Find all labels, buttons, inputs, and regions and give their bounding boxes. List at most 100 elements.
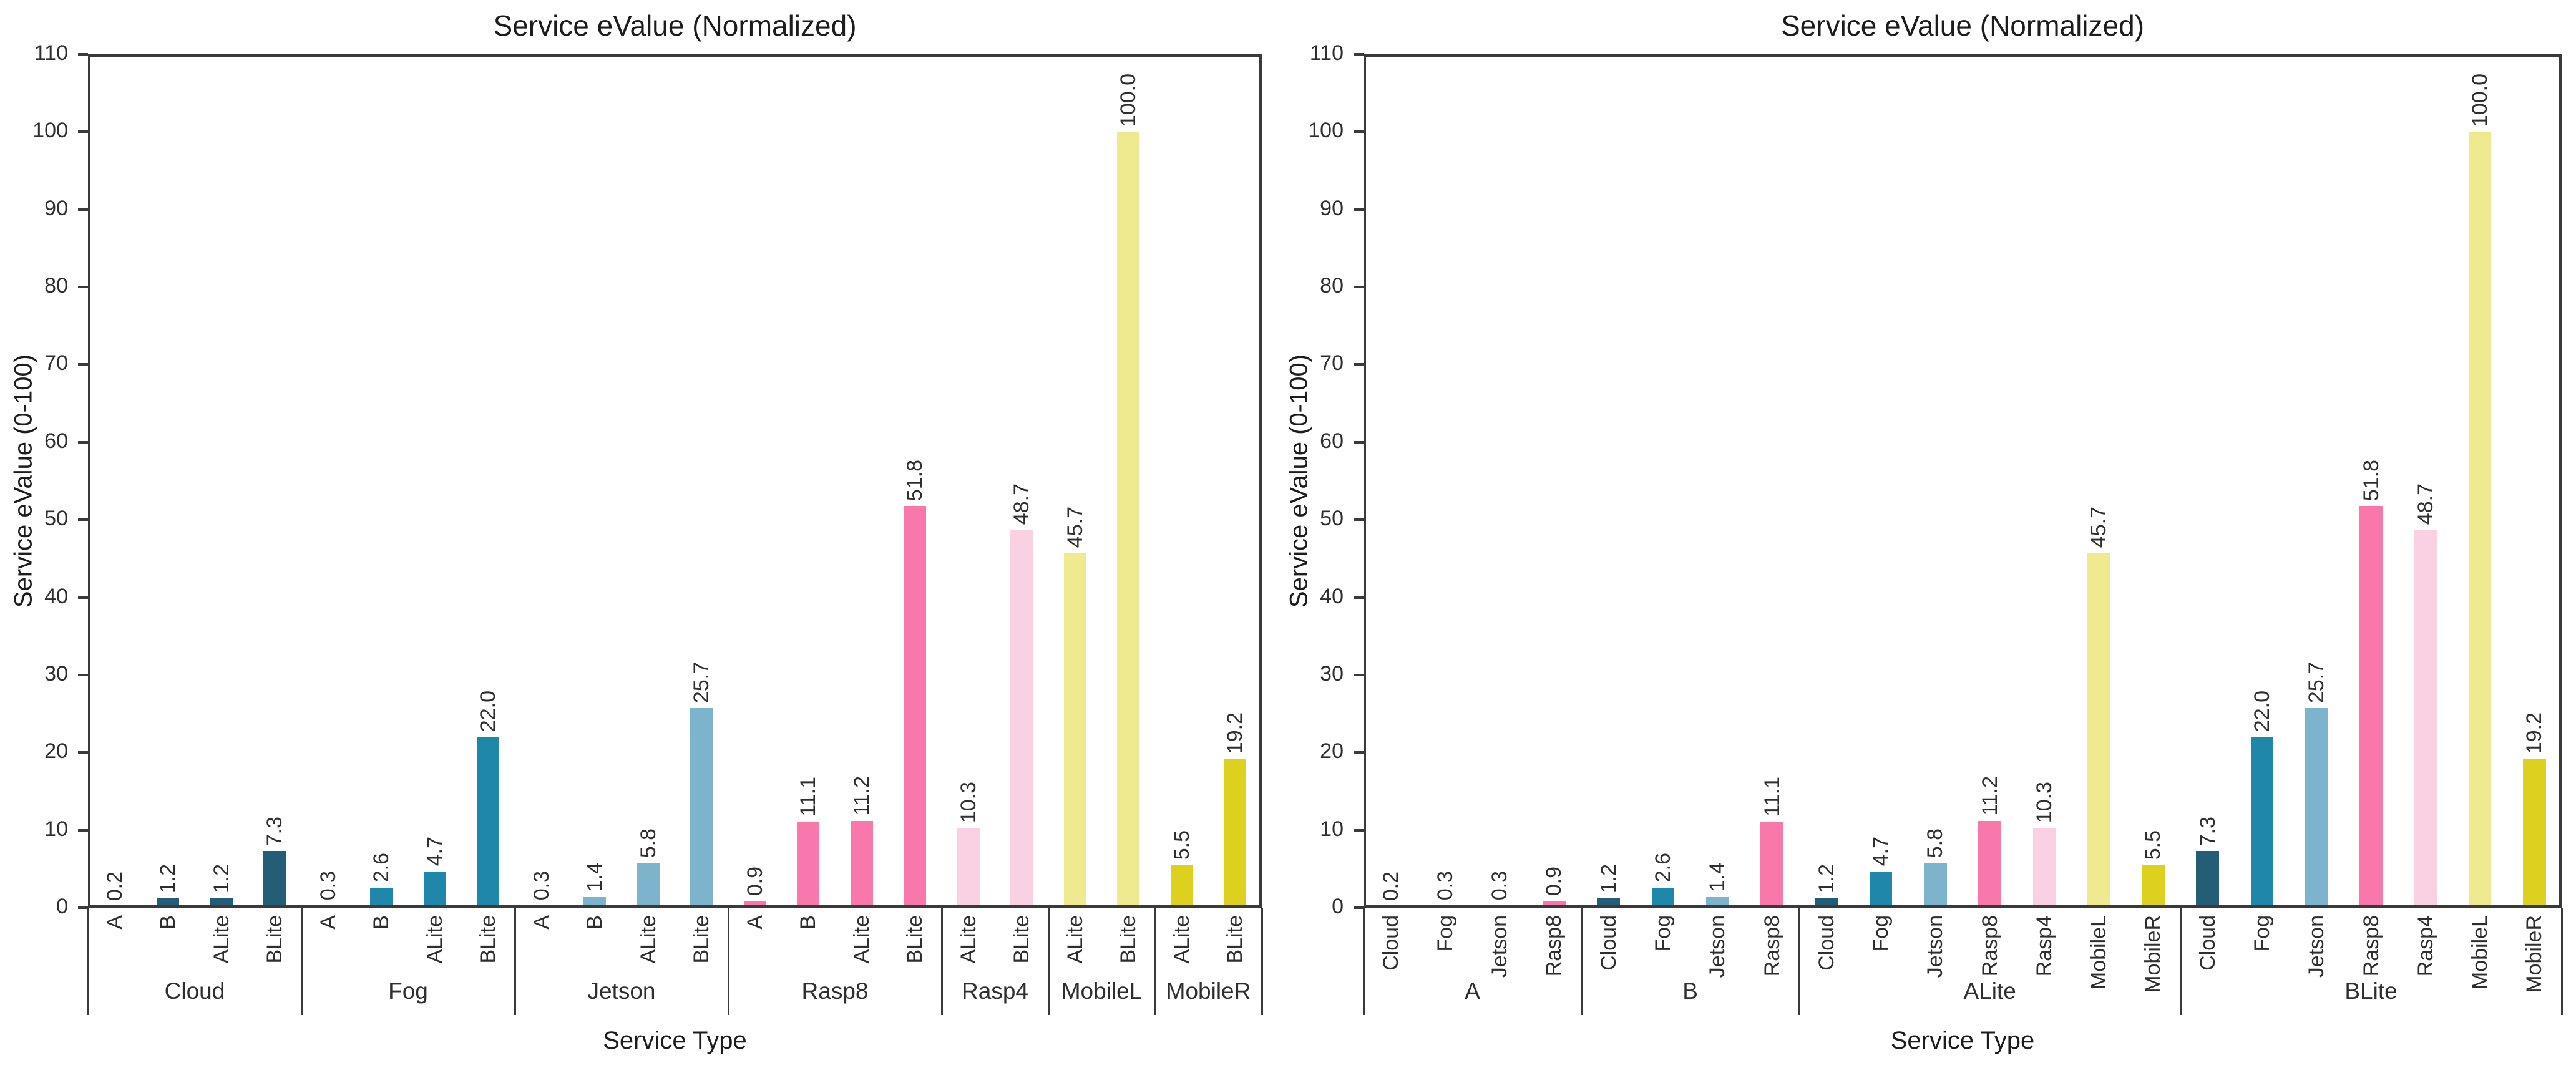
y-tick-label: 10	[44, 817, 68, 841]
bar-value-label: 0.2	[102, 872, 127, 901]
category-tick-label: Rasp4	[2032, 915, 2056, 977]
bar-value-label: 100.0	[1116, 74, 1141, 127]
y-tick-label: 20	[1320, 739, 1344, 764]
y-tick-label: 40	[44, 584, 68, 608]
category-tick-label: Fog	[2250, 915, 2274, 952]
y-tick-label: 50	[44, 507, 68, 531]
category-tick-label: Rasp4	[2413, 915, 2437, 977]
category-tick-label: A	[316, 915, 340, 930]
category-tick-label: Rasp8	[2359, 915, 2383, 977]
chart-title: Service eValue (Normalized)	[1780, 9, 2145, 42]
y-tick-mark	[1354, 440, 1364, 444]
group-separator	[1362, 908, 1365, 1015]
y-tick-mark	[1354, 53, 1364, 56]
category-tick-label: BLite	[903, 915, 927, 964]
y-tick-label: 10	[1320, 817, 1344, 841]
bar-B-Fog	[1651, 887, 1675, 908]
group-separator	[727, 908, 729, 1015]
bar-ALite-Cloud	[1815, 898, 1838, 908]
bar-Cloud-A	[103, 906, 126, 908]
bar-value-label: 4.7	[422, 837, 447, 867]
bar-value-label: 51.8	[2359, 459, 2383, 501]
category-tick-label: BLite	[263, 915, 287, 964]
bar-value-label: 0.3	[1433, 871, 1457, 901]
bar-value-label: 11.2	[849, 776, 874, 816]
bar-value-label: 19.2	[1223, 712, 1247, 754]
bar-value-label: 19.2	[2522, 712, 2547, 754]
group-separator	[1580, 908, 1583, 1015]
bar-BLite-Fog	[2250, 737, 2274, 908]
bar-MobileR-ALite	[1170, 865, 1193, 908]
bar-value-label: 5.8	[1923, 828, 1948, 858]
bar-value-label: 1.2	[156, 863, 180, 894]
category-tick-label: Cloud	[1814, 915, 1838, 971]
y-tick-label: 60	[44, 429, 68, 453]
bar-value-label: 48.7	[2413, 483, 2437, 525]
category-tick-label: Fog	[1869, 915, 1893, 952]
category-tick-label: A	[743, 915, 767, 930]
y-tick-mark	[78, 440, 88, 444]
bar-ALite-Rasp8	[1978, 820, 2001, 908]
group-label-Jetson: Jetson	[587, 978, 656, 1004]
category-tick-label: Jetson	[1488, 915, 1512, 978]
bar-BLite-Rasp4	[2414, 530, 2437, 908]
category-tick-label: ALite	[636, 915, 660, 964]
chart-title: Service eValue (Normalized)	[493, 9, 857, 42]
bar-value-label: 11.2	[1978, 776, 2002, 816]
bar-Rasp4-BLite	[1010, 530, 1033, 908]
x-axis-label: Service Type	[603, 1027, 747, 1054]
bar-value-label: 10.3	[956, 781, 980, 823]
bar-value-label: 2.6	[369, 853, 394, 883]
bar-Cloud-BLite	[263, 851, 286, 908]
bar-MobileL-BLite	[1117, 132, 1140, 908]
group-label-ALite: ALite	[1963, 978, 2016, 1004]
group-label-Fog: Fog	[388, 978, 428, 1004]
bar-Cloud-B	[157, 898, 180, 908]
y-tick-label: 90	[44, 196, 68, 220]
group-label-MobileL: MobileL	[1061, 978, 1143, 1004]
y-tick-label: 70	[44, 351, 68, 376]
bar-ALite-Rasp4	[2032, 827, 2056, 908]
y-tick-mark	[1354, 130, 1364, 134]
category-tick-label: Jetson	[2305, 915, 2329, 978]
category-tick-label: B	[369, 915, 394, 930]
bar-value-label: 1.2	[1814, 863, 1838, 894]
bar-A-Cloud	[1379, 906, 1402, 908]
bar-B-Jetson	[1705, 896, 1729, 908]
category-tick-label: ALite	[849, 915, 874, 964]
category-tick-label: BLite	[1010, 915, 1034, 964]
y-tick-label: 100	[32, 119, 68, 143]
bar-value-label: 5.5	[2141, 830, 2165, 860]
bar-value-label: 7.3	[2195, 816, 2220, 847]
category-tick-label: ALite	[209, 915, 233, 964]
category-tick-label: Jetson	[1705, 915, 1730, 978]
group-label-Rasp8: Rasp8	[801, 978, 869, 1004]
bar-value-label: 51.8	[903, 459, 927, 501]
group-separator	[1261, 908, 1263, 1015]
bar-value-label: 1.2	[209, 863, 233, 894]
y-tick-mark	[78, 673, 88, 676]
bar-value-label: 25.7	[2305, 662, 2329, 704]
category-tick-label: Fog	[1433, 915, 1457, 952]
y-tick-label: 30	[44, 661, 68, 686]
bar-BLite-Rasp8	[2359, 505, 2383, 908]
bar-value-label: 25.7	[690, 662, 714, 704]
bar-B-Rasp8	[1760, 821, 1783, 908]
group-separator	[1798, 908, 1800, 1015]
bar-Fog-ALite	[423, 871, 446, 908]
group-label-Rasp4: Rasp4	[962, 978, 1028, 1004]
group-separator	[514, 908, 516, 1015]
group-separator	[1154, 908, 1156, 1015]
y-tick-mark	[1354, 518, 1364, 522]
y-tick-label: 80	[1320, 274, 1344, 298]
bar-value-label: 7.3	[263, 816, 287, 847]
bar-ALite-Fog	[1869, 871, 1893, 908]
bar-Cloud-ALite	[210, 898, 233, 908]
bar-value-label: 45.7	[2087, 507, 2111, 548]
bar-value-label: 10.3	[2032, 781, 2056, 823]
category-tick-label: BLite	[1116, 915, 1141, 964]
y-tick-label: 80	[44, 274, 68, 298]
y-tick-mark	[78, 828, 88, 832]
